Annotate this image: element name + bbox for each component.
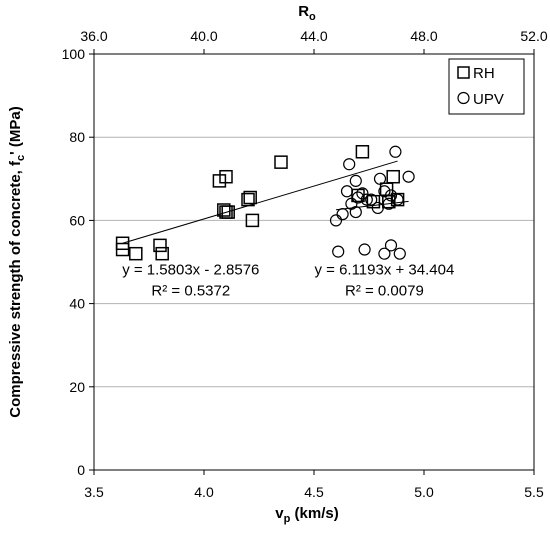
data-point-rh xyxy=(382,194,396,209)
y-axis-title: Compressive strength of concrete, fc' (M… xyxy=(7,106,27,417)
axis-labels: 0 20 40 60 80 100 3.5 4.0 4.5 5.0 5.5 36.0 40.0 44.0 4… xyxy=(62,28,548,500)
legend-upv-marker xyxy=(457,91,470,105)
top-x-tick-label: 36.0 xyxy=(80,28,107,44)
data-point-rh xyxy=(355,145,370,159)
trend-equations: y = 1.5803x - 2.8576 R² = 0.5372 y = 6.119… xyxy=(122,261,454,299)
legend-rh-marker xyxy=(457,66,470,79)
data-point-upv xyxy=(349,205,362,219)
data-point-upv xyxy=(351,191,365,204)
legend: RH UPV xyxy=(448,58,525,115)
top-x-tick-label: 40.0 xyxy=(190,28,217,44)
data-point-upv xyxy=(391,193,404,206)
data-point-rh xyxy=(129,246,143,261)
data-point-rh xyxy=(115,242,130,257)
data-point-upv xyxy=(384,239,398,252)
annotation-rh-eq: y = 1.5803x - 2.8576 xyxy=(122,261,259,278)
data-point-rh xyxy=(366,194,381,209)
top-x-tick-label: 48.0 xyxy=(410,28,437,44)
data-point-upv xyxy=(336,208,349,221)
x-tick-label: 5.0 xyxy=(414,484,434,500)
x-tick-label: 5.5 xyxy=(524,484,544,500)
y-tick-label: 100 xyxy=(62,46,86,62)
grid-lines xyxy=(94,136,534,388)
data-point-upv xyxy=(358,243,371,256)
top-axis-title-sub: o xyxy=(309,11,316,23)
data-point-rh xyxy=(245,213,260,228)
y-tick-label: 80 xyxy=(69,129,85,145)
data-point-upv xyxy=(373,172,387,185)
data-point-upv xyxy=(349,174,362,187)
data-point-upv xyxy=(393,247,406,260)
legend-upv-label: UPV xyxy=(473,91,504,108)
annotation-upv-r2: R² = 0.0079 xyxy=(345,282,424,299)
data-point-rh xyxy=(155,246,169,261)
data-point-rh xyxy=(351,188,365,203)
data-point-upv xyxy=(329,214,343,227)
data-point-upv xyxy=(365,193,378,206)
data-point-upv xyxy=(340,185,354,198)
x-axis-title-unit: (km/s) xyxy=(290,505,338,522)
data-point-rh xyxy=(386,169,400,184)
axis-ticks xyxy=(89,49,535,475)
y-axis-title-main: Compressive strength of concrete, f xyxy=(7,160,24,418)
legend-box xyxy=(448,58,525,115)
data-point-rh xyxy=(217,203,231,217)
top-axis-title-main: R xyxy=(298,3,309,20)
data-point-upv xyxy=(378,247,391,260)
data-point-upv xyxy=(384,189,398,202)
data-point-upv xyxy=(343,158,356,171)
x-axis-title-sub: p xyxy=(284,513,291,525)
data-point-rh xyxy=(221,205,235,219)
annotation-upv-eq: y = 6.1193x + 34.404 xyxy=(314,261,454,278)
data-point-rh xyxy=(274,155,288,169)
x-axis-title-main: v xyxy=(275,505,284,522)
data-point-rh xyxy=(219,169,233,184)
data-point-upv xyxy=(389,145,402,158)
x-tick-label: 3.5 xyxy=(84,484,104,500)
data-point-rh xyxy=(243,190,257,205)
x-tick-label: 4.0 xyxy=(194,484,214,500)
y-tick-label: 60 xyxy=(69,212,85,228)
data-point-upv xyxy=(378,185,391,198)
data-point-rh xyxy=(153,238,167,253)
y-tick-label: 20 xyxy=(69,379,85,395)
trendline-rh xyxy=(122,160,398,244)
data-markers xyxy=(115,145,415,261)
data-point-upv xyxy=(371,201,384,215)
legend-rh-label: RH xyxy=(473,65,495,82)
y-axis-title-sub: c xyxy=(15,155,27,161)
top-axis-title: Ro xyxy=(298,3,316,23)
data-point-rh xyxy=(241,192,255,207)
annotation-rh-r2: R² = 0.5372 xyxy=(151,282,230,299)
x-tick-label: 4.5 xyxy=(304,484,324,500)
data-point-rh xyxy=(379,182,394,196)
y-axis-title-unit: ' (MPa) xyxy=(7,106,24,155)
top-x-tick-label: 52.0 xyxy=(520,28,547,44)
data-point-upv xyxy=(356,187,369,200)
top-x-tick-label: 44.0 xyxy=(300,28,327,44)
data-point-upv xyxy=(402,170,415,183)
data-point-upv xyxy=(360,193,373,206)
y-tick-label: 0 xyxy=(77,462,85,478)
x-axis-title: vp (km/s) xyxy=(275,505,338,525)
y-tick-label: 40 xyxy=(69,296,85,312)
data-point-upv xyxy=(332,245,345,258)
